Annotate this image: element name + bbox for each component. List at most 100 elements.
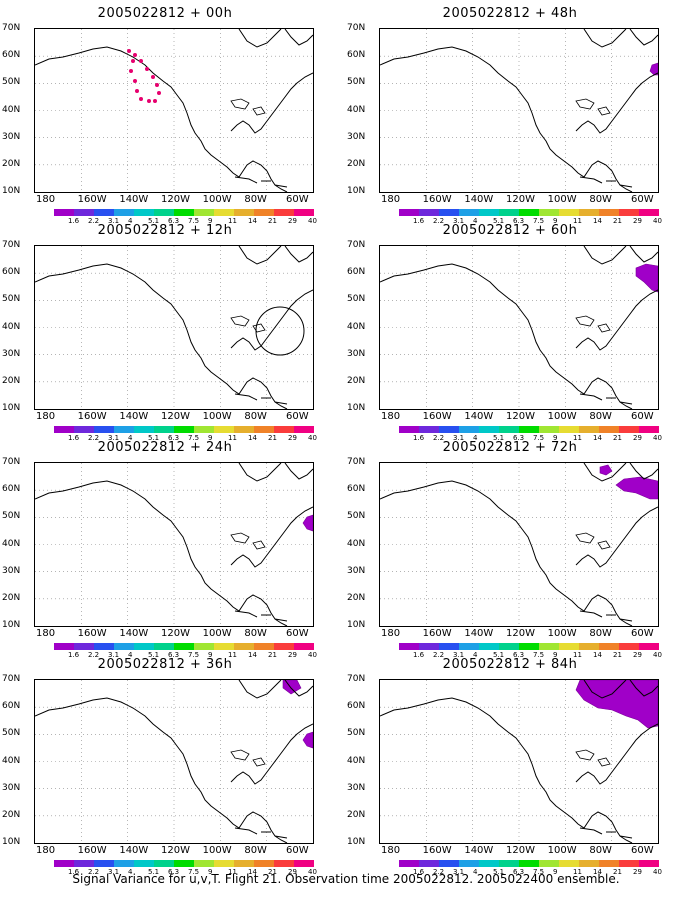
longitude-label: 100W	[202, 628, 232, 639]
colorbar-label: 9	[208, 434, 213, 442]
colorbar-label: 5.1	[148, 868, 160, 876]
panel-title: 2005022812 + 84h	[442, 657, 578, 672]
colorbar-label: 14	[593, 434, 602, 442]
colorbar-label: 21	[268, 434, 277, 442]
lake	[230, 98, 266, 116]
colorbar-swatch	[439, 209, 459, 216]
observation-dot	[129, 69, 133, 73]
colorbar-label: 29	[633, 651, 642, 659]
colorbar-label: 5.1	[493, 651, 505, 659]
colorbar-label: 40	[653, 217, 662, 225]
colorbar-label: 2.2	[433, 434, 445, 442]
coastline	[234, 393, 288, 405]
colorbar-swatch	[74, 426, 94, 433]
colorbar-swatch	[479, 643, 499, 650]
map-frame	[379, 245, 659, 410]
longitude-label: 60W	[286, 411, 309, 422]
latitude-label: 60N	[347, 701, 366, 712]
colorbar-swatch	[274, 426, 294, 433]
colorbar-label: 9	[553, 651, 558, 659]
latitude-label: 40N	[347, 538, 366, 549]
colorbar-label: 2.2	[433, 868, 445, 876]
longitude-label: 100W	[547, 845, 577, 856]
coastline	[238, 463, 313, 482]
colorbar-swatch	[254, 643, 274, 650]
colorbar-label: 40	[653, 868, 662, 876]
latitude-label: 30N	[347, 131, 366, 142]
longitude-label: 140W	[119, 194, 149, 205]
colorbar-label: 40	[308, 217, 317, 225]
map-frame	[34, 679, 314, 844]
colorbar-swatch	[74, 209, 94, 216]
colorbar-swatch	[74, 643, 94, 650]
colorbar-label: 40	[653, 434, 662, 442]
colorbar-label: 1.6	[68, 217, 80, 225]
colorbar-swatch	[439, 860, 459, 867]
longitude-label: 160W	[422, 411, 452, 422]
colorbar-swatch	[499, 860, 519, 867]
colorbar-swatch	[194, 860, 214, 867]
colorbar-label: 4	[473, 217, 478, 225]
colorbar-swatch	[559, 209, 579, 216]
longitude-label: 140W	[464, 411, 494, 422]
map-panel: 2005022812 + 84h 70N 60N 50N 40N 30N 20N 10N 180…	[345, 657, 675, 877]
latitude-label: 10N	[2, 403, 21, 413]
coastline	[35, 263, 288, 409]
colorbar-label: 11	[228, 868, 237, 876]
colorbar-label: 3.1	[108, 434, 120, 442]
longitude-label: 120W	[161, 194, 190, 205]
colorbar-label: 40	[653, 651, 662, 659]
colorbar-label: 4	[473, 434, 478, 442]
observation-dot	[131, 59, 135, 63]
map-panel: 2005022812 + 60h 70N 60N 50N 40N 30N 20N 10N 180…	[345, 223, 675, 443]
colorbar-swatch	[54, 860, 74, 867]
colorbar-label: 3.1	[453, 434, 465, 442]
longitude-label: 120W	[506, 628, 535, 639]
coastline	[583, 463, 658, 482]
latitude-label: 40N	[2, 755, 21, 766]
colorbar-swatch	[599, 643, 619, 650]
latitude-label: 40N	[347, 755, 366, 766]
colorbar-label: 21	[613, 434, 622, 442]
colorbar-label: 2.2	[433, 651, 445, 659]
colorbar-swatch	[639, 426, 659, 433]
colorbar-label: 21	[268, 217, 277, 225]
longitude-label: 160W	[422, 845, 452, 856]
colorbar-swatch	[294, 643, 314, 650]
colorbar-swatch	[539, 426, 559, 433]
colorbar-label: 2.2	[88, 434, 100, 442]
coastline	[380, 480, 633, 626]
coastline	[230, 289, 313, 351]
colorbar-swatch	[619, 426, 639, 433]
colorbar-swatch	[539, 860, 559, 867]
colorbar-label: 5.1	[148, 217, 160, 225]
latitude-label: 60N	[347, 484, 366, 495]
colorbar-swatch	[194, 643, 214, 650]
colorbar-swatch	[154, 426, 174, 433]
latitude-label: 10N	[347, 620, 366, 630]
latitude-label: 60N	[2, 50, 21, 61]
colorbar-label: 3.1	[108, 868, 120, 876]
colorbar-label: 14	[593, 651, 602, 659]
map-panel: 2005022812 + 12h 70N 60N 50N 40N 30N 20N 10N 180…	[0, 223, 330, 443]
colorbar-label: 9	[208, 651, 213, 659]
colorbar-swatch	[214, 643, 234, 650]
colorbar-label: 1.6	[413, 868, 425, 876]
colorbar-label: 11	[573, 651, 582, 659]
colorbar-swatch	[134, 643, 154, 650]
colorbar-swatch	[519, 426, 539, 433]
longitude-label: 160W	[422, 628, 452, 639]
colorbar-swatch	[274, 209, 294, 216]
latitude-label: 50N	[2, 728, 21, 739]
colorbar-swatch	[639, 643, 659, 650]
coastline	[238, 680, 313, 699]
longitude-label: 160W	[77, 194, 107, 205]
latitude-label: 30N	[2, 348, 21, 359]
colorbar-label: 21	[613, 217, 622, 225]
colorbar-swatch	[419, 426, 439, 433]
colorbar	[399, 209, 659, 216]
colorbar-swatch	[114, 209, 134, 216]
colorbar-label: 9	[553, 868, 558, 876]
latitude-label: 10N	[347, 403, 366, 413]
colorbar	[54, 643, 314, 650]
